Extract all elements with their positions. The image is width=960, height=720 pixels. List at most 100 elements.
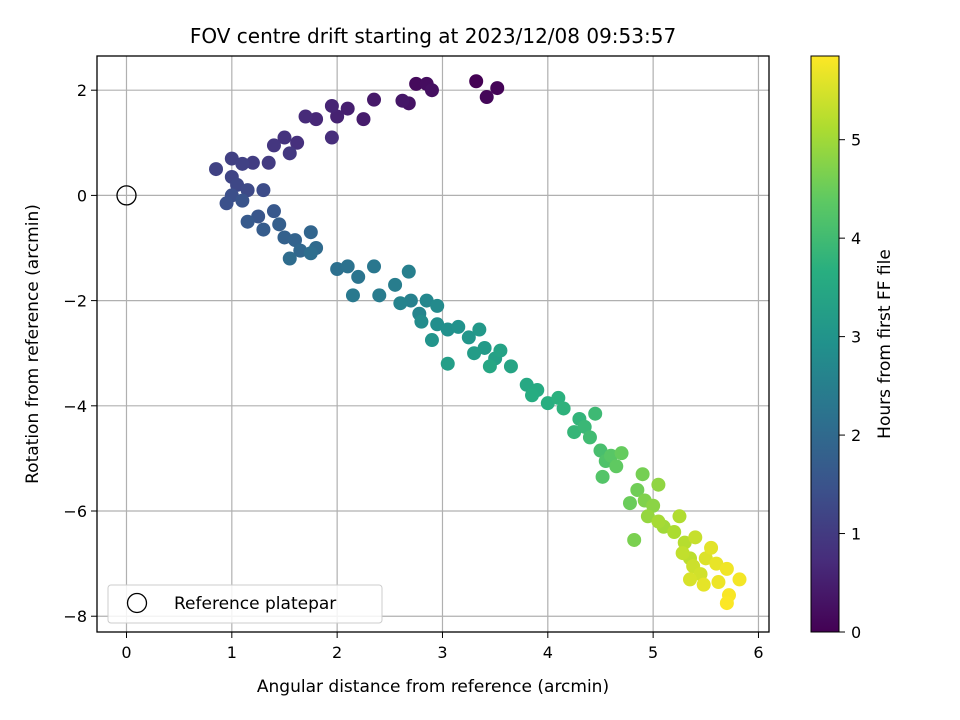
- y-axis-ticks: 2 0 −2 −4 −6 −8: [63, 81, 97, 626]
- data-point: [288, 233, 303, 248]
- data-point: [635, 467, 650, 482]
- data-point: [525, 388, 540, 403]
- data-point: [519, 377, 534, 392]
- data-point: [351, 269, 366, 284]
- data-point: [324, 130, 339, 145]
- data-point: [556, 401, 571, 416]
- x-tick-label: 4: [543, 643, 553, 662]
- data-point: [340, 101, 355, 116]
- data-point: [409, 76, 424, 91]
- data-point: [424, 83, 439, 98]
- plot-frame: [96, 55, 770, 633]
- y-tick-label: −6: [63, 502, 87, 521]
- legend-entry-reference: Reference platepar: [174, 594, 336, 614]
- data-point: [424, 333, 439, 348]
- data-point: [230, 177, 245, 192]
- y-tick-label: −4: [63, 397, 87, 416]
- data-point: [256, 183, 271, 198]
- data-point: [245, 155, 260, 170]
- data-point: [551, 390, 566, 405]
- data-point: [490, 81, 505, 96]
- data-point: [477, 340, 492, 355]
- data-point: [651, 514, 666, 529]
- data-point: [277, 130, 292, 145]
- data-point: [567, 425, 582, 440]
- data-point: [282, 251, 297, 266]
- data-point: [732, 572, 747, 587]
- data-point: [430, 298, 445, 313]
- data-point: [272, 217, 287, 232]
- data-point: [540, 396, 555, 411]
- data-point: [696, 577, 711, 592]
- colorbar-tick-label: 5: [851, 131, 861, 150]
- data-point: [672, 509, 687, 524]
- data-point: [588, 406, 603, 421]
- data-point: [503, 359, 518, 374]
- data-point: [330, 262, 345, 277]
- data-point: [251, 209, 266, 224]
- y-tick-label: −8: [63, 607, 87, 626]
- data-point: [704, 540, 719, 555]
- data-point: [595, 469, 610, 484]
- x-tick-label: 1: [227, 643, 237, 662]
- data-point: [282, 146, 297, 161]
- x-tick-label: 2: [332, 643, 342, 662]
- data-point: [667, 525, 682, 540]
- y-tick-label: −2: [63, 292, 87, 311]
- y-tick-label: 0: [77, 186, 87, 205]
- legend: Reference platepar: [107, 584, 383, 624]
- data-point: [709, 556, 724, 571]
- data-point: [627, 532, 642, 547]
- x-tick-label: 3: [437, 643, 447, 662]
- data-point: [440, 322, 455, 337]
- data-point: [604, 448, 619, 463]
- data-point: [303, 225, 318, 240]
- data-point: [266, 138, 281, 153]
- data-point: [401, 264, 416, 279]
- data-point: [651, 477, 666, 492]
- data-point: [593, 443, 608, 458]
- data-point: [430, 317, 445, 332]
- data-point: [293, 243, 308, 258]
- data-point: [367, 92, 382, 107]
- data-point: [340, 259, 355, 274]
- data-point: [235, 193, 250, 208]
- colorbar-tick-label: 2: [851, 426, 861, 445]
- colorbar-label: Hours from first FF file: [875, 249, 895, 439]
- data-point: [330, 109, 345, 124]
- data-point: [393, 296, 408, 311]
- x-tick-label: 5: [648, 643, 658, 662]
- data-point: [256, 222, 271, 237]
- data-point: [482, 359, 497, 374]
- data-point: [582, 430, 597, 445]
- data-point: [356, 112, 371, 127]
- data-point: [414, 314, 429, 329]
- data-point: [240, 183, 255, 198]
- data-point: [640, 509, 655, 524]
- data-point: [219, 196, 234, 211]
- x-tick-label: 0: [121, 643, 131, 662]
- colorbar-tick-label: 4: [851, 229, 861, 248]
- data-point: [324, 98, 339, 113]
- data-point: [719, 596, 734, 611]
- data-point: [719, 561, 734, 576]
- y-axis-label: Rotation from reference (arcmin): [23, 204, 43, 484]
- data-point: [646, 498, 661, 513]
- data-point: [440, 356, 455, 371]
- x-axis-label: Angular distance from reference (arcmin): [257, 677, 609, 697]
- data-point: [479, 90, 494, 105]
- data-point: [209, 162, 224, 177]
- data-point: [403, 293, 418, 308]
- data-point: [388, 277, 403, 292]
- data-point: [630, 482, 645, 497]
- data-point: [622, 496, 637, 511]
- colorbar: [810, 55, 840, 633]
- colorbar-tick-label: 3: [851, 328, 861, 347]
- data-point: [683, 572, 698, 587]
- data-point: [493, 343, 508, 358]
- colorbar-ticks: 0 1 2 3 4 5: [839, 131, 861, 642]
- data-point: [451, 319, 466, 334]
- reference-platepar-marker: [116, 185, 137, 206]
- data-point: [693, 567, 708, 582]
- data-points: [209, 74, 747, 611]
